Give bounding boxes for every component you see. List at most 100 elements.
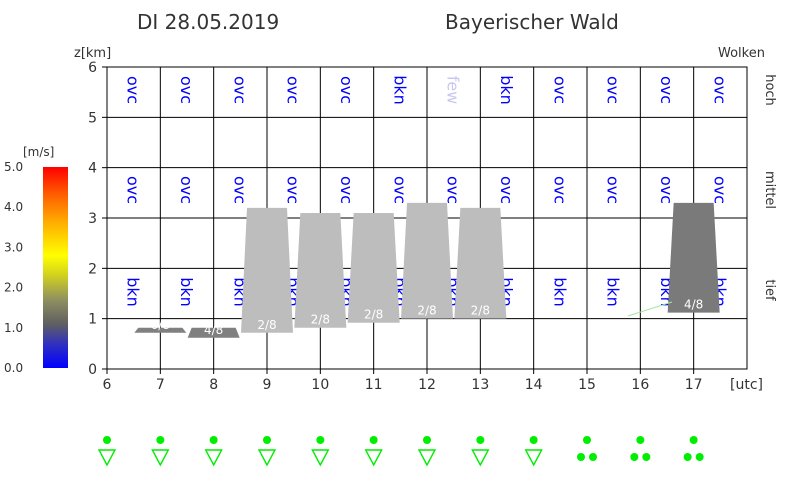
y-tick-label: 5	[88, 110, 97, 126]
layer-label-tief: tief	[762, 279, 777, 301]
wind-speed-colorbar	[43, 167, 68, 368]
x-tick-label: 6	[103, 377, 112, 393]
cloud-body	[454, 207, 507, 319]
precip-dot	[642, 453, 651, 461]
precip-dot	[263, 436, 271, 444]
precip-dot	[529, 436, 538, 444]
precip-triangle	[417, 449, 437, 467]
cloud-code-hoch: ovc	[230, 76, 249, 104]
cloud-fraction-label: 2/8	[471, 304, 490, 318]
x-tick-label: 10	[311, 377, 329, 393]
precip-rain-three-dots-icon	[683, 436, 704, 461]
cloud-body	[401, 202, 453, 319]
precip-rain-shower-icon	[97, 436, 117, 467]
precip-rain-shower-icon	[311, 436, 330, 467]
precip-rain-three-dots-icon	[577, 436, 597, 461]
cloud-code-hoch: ovc	[657, 76, 676, 104]
cloud-fraction-label: 2/8	[417, 304, 436, 318]
cloud-code-mittel: ovc	[604, 176, 623, 204]
layer-labels: hoch mittel tief	[762, 74, 777, 301]
cloud-code-mittel: ovc	[284, 176, 303, 204]
precip-triangle	[364, 449, 383, 467]
precip-rain-shower-icon	[204, 436, 223, 467]
cloud-code-tief: bkn	[177, 277, 196, 307]
cloud-body	[667, 202, 720, 313]
legend-ticks: 5.0 4.0 3.0 2.0 1.0 0.0	[4, 160, 23, 375]
cloud-code-mittel: ovc	[177, 176, 196, 204]
precip-rain-three-dots-icon	[630, 436, 651, 461]
legend-unit: [m/s]	[23, 145, 54, 159]
x-tick-label: 9	[263, 377, 272, 393]
x-axis-ticks: 6 7 8 9 10 11 12 13 14 15 16 17	[103, 369, 703, 393]
chart-date: DI 28.05.2019	[137, 10, 279, 34]
cloud-fraction-label: 2/8	[257, 318, 276, 332]
cloud-code-hoch: ovc	[124, 76, 143, 104]
cloud-code-mittel: ovc	[497, 176, 516, 204]
precip-rain-shower-icon	[364, 436, 383, 467]
x-tick-label: 8	[209, 377, 218, 393]
legend-tick-label: 4.0	[4, 200, 23, 214]
cloud-code-mittel: ovc	[337, 176, 356, 204]
y-axis-unit: z[km]	[74, 46, 111, 61]
x-tick-label: 16	[631, 377, 649, 393]
precip-triangle	[204, 449, 223, 467]
x-tick-label: 11	[365, 377, 383, 393]
precip-dot	[689, 436, 698, 444]
precip-triangle	[97, 449, 117, 467]
precip-dot	[209, 436, 218, 444]
precip-dot	[369, 436, 378, 444]
precip-dot	[695, 453, 704, 461]
x-axis-unit: [utc]	[730, 377, 763, 393]
precip-rain-shower-icon	[524, 436, 543, 467]
precip-dot	[630, 453, 639, 461]
x-tick-label: 13	[471, 377, 489, 393]
precip-dot	[636, 436, 645, 444]
cloud-fraction-label: 4/8	[684, 298, 703, 312]
cloud-body	[187, 327, 240, 338]
chart-region: Bayerischer Wald	[445, 10, 619, 34]
precip-rain-shower-icon	[417, 436, 437, 467]
cloud-code-hoch: few	[444, 76, 463, 105]
cloud-code-hoch: ovc	[177, 76, 196, 104]
y-tick-label: 1	[88, 312, 97, 328]
cloud-body	[347, 212, 400, 323]
y-tick-label: 2	[88, 261, 97, 277]
cloud-code-hoch: bkn	[390, 75, 409, 105]
cloud-code-mittel: ovc	[710, 176, 729, 204]
precip-triangle	[471, 449, 490, 467]
precip-dot	[316, 436, 325, 444]
cloud-code-mittel: ovc	[390, 176, 409, 204]
precip-dot	[589, 453, 597, 461]
cloud-code-tief: bkn	[124, 277, 143, 307]
cloud-fraction-label: 6/8	[151, 318, 170, 332]
precip-dot	[476, 436, 485, 444]
legend-tick-label: 2.0	[4, 281, 23, 295]
cloud-code-tief: bkn	[604, 277, 623, 307]
x-tick-label: 12	[418, 377, 436, 393]
precip-dot	[683, 453, 692, 461]
cloud-code-hoch: ovc	[284, 76, 303, 104]
precip-triangle	[151, 449, 170, 467]
cloud-bodies: 6/8 4/8 2/8 2/8 2/8 2/8 2/8 4/8	[134, 202, 720, 338]
cloud-body	[134, 327, 187, 333]
cloud-code-hoch: ovc	[550, 76, 569, 104]
precip-dot	[583, 436, 591, 444]
cloud-code-mittel: ovc	[657, 176, 676, 204]
cloud-fraction-label: 4/8	[204, 323, 223, 337]
x-tick-label: 14	[525, 377, 543, 393]
precipitation-symbols	[97, 436, 704, 467]
wind-trace	[627, 301, 673, 317]
cloud-fraction-label: 2/8	[311, 313, 330, 327]
precip-dot	[156, 436, 165, 444]
legend-tick-label: 1.0	[4, 321, 23, 335]
y-tick-label: 0	[88, 362, 97, 378]
legend-tick-label: 3.0	[4, 240, 23, 254]
x-tick-label: 15	[578, 377, 596, 393]
cloud-code-mittel: ovc	[444, 176, 463, 204]
precip-rain-shower-icon	[471, 436, 490, 467]
precip-triangle	[311, 449, 330, 467]
y-tick-label: 6	[88, 60, 97, 76]
y-axis-ticks: 0 1 2 3 4 5 6	[88, 60, 107, 378]
precip-triangle	[524, 449, 543, 467]
